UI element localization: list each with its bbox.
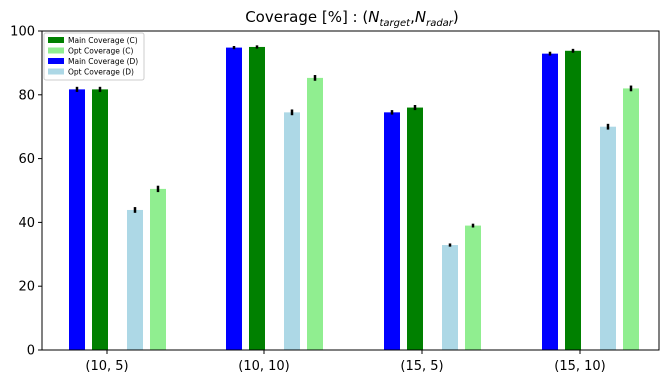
- bar: [284, 112, 300, 350]
- bar: [407, 107, 423, 350]
- bar: [249, 46, 265, 350]
- bar: [465, 225, 481, 350]
- bar: [69, 89, 85, 350]
- bars-layer: [69, 46, 639, 351]
- bar: [600, 126, 616, 350]
- chart-title-prefix: Coverage [%] : (: [245, 8, 368, 26]
- legend-swatch: [48, 68, 64, 75]
- legend-label: Opt Coverage (D): [68, 68, 134, 77]
- x-tick-label: (10, 10): [238, 359, 290, 374]
- errorbars-layer: [75, 45, 633, 247]
- legend-swatch: [48, 58, 64, 64]
- legend-box: [43, 32, 145, 81]
- legend-label: Main Coverage (D): [68, 57, 138, 66]
- bar: [127, 209, 143, 350]
- x-axis: (10, 5) (10, 10) (15, 5) (15, 10): [85, 350, 606, 374]
- y-tick-label: 0: [27, 344, 35, 359]
- y-tick-label: 20: [18, 280, 35, 295]
- legend-swatch: [48, 47, 64, 54]
- legend-label: Main Coverage (C): [68, 36, 138, 45]
- y-tick-label: 100: [10, 25, 35, 40]
- bar: [565, 50, 581, 350]
- title-sub2: radar: [426, 18, 454, 29]
- bar: [92, 89, 108, 350]
- bar: [384, 112, 400, 350]
- x-tick-label: (10, 5): [85, 359, 128, 374]
- title-sub1: target: [379, 18, 411, 29]
- plot-frame: [41, 30, 660, 351]
- chart-title: Coverage [%] : (Ntarget,Nradar): [245, 8, 459, 29]
- legend: Main Coverage (C) Opt Coverage (C)Main Co…: [43, 32, 145, 81]
- x-tick-label: (15, 10): [554, 359, 606, 374]
- title-sep: ,: [410, 8, 415, 26]
- bar: [150, 188, 166, 350]
- bar: [307, 77, 323, 350]
- y-axis: 0 20 40 60 80 100: [10, 25, 42, 359]
- title-n2: N: [415, 8, 426, 26]
- y-tick-label: 40: [18, 216, 35, 231]
- y-tick-label: 80: [18, 88, 35, 103]
- bar: [442, 245, 458, 350]
- x-tick-label: (15, 5): [400, 359, 443, 374]
- bar: [623, 88, 639, 351]
- bar: [226, 47, 242, 350]
- bar: [542, 53, 558, 351]
- title-n1: N: [368, 8, 379, 26]
- legend-swatch: [48, 37, 64, 43]
- title-close: ): [453, 8, 459, 26]
- y-tick-label: 60: [18, 152, 35, 167]
- legend-label: Opt Coverage (C): [68, 47, 133, 56]
